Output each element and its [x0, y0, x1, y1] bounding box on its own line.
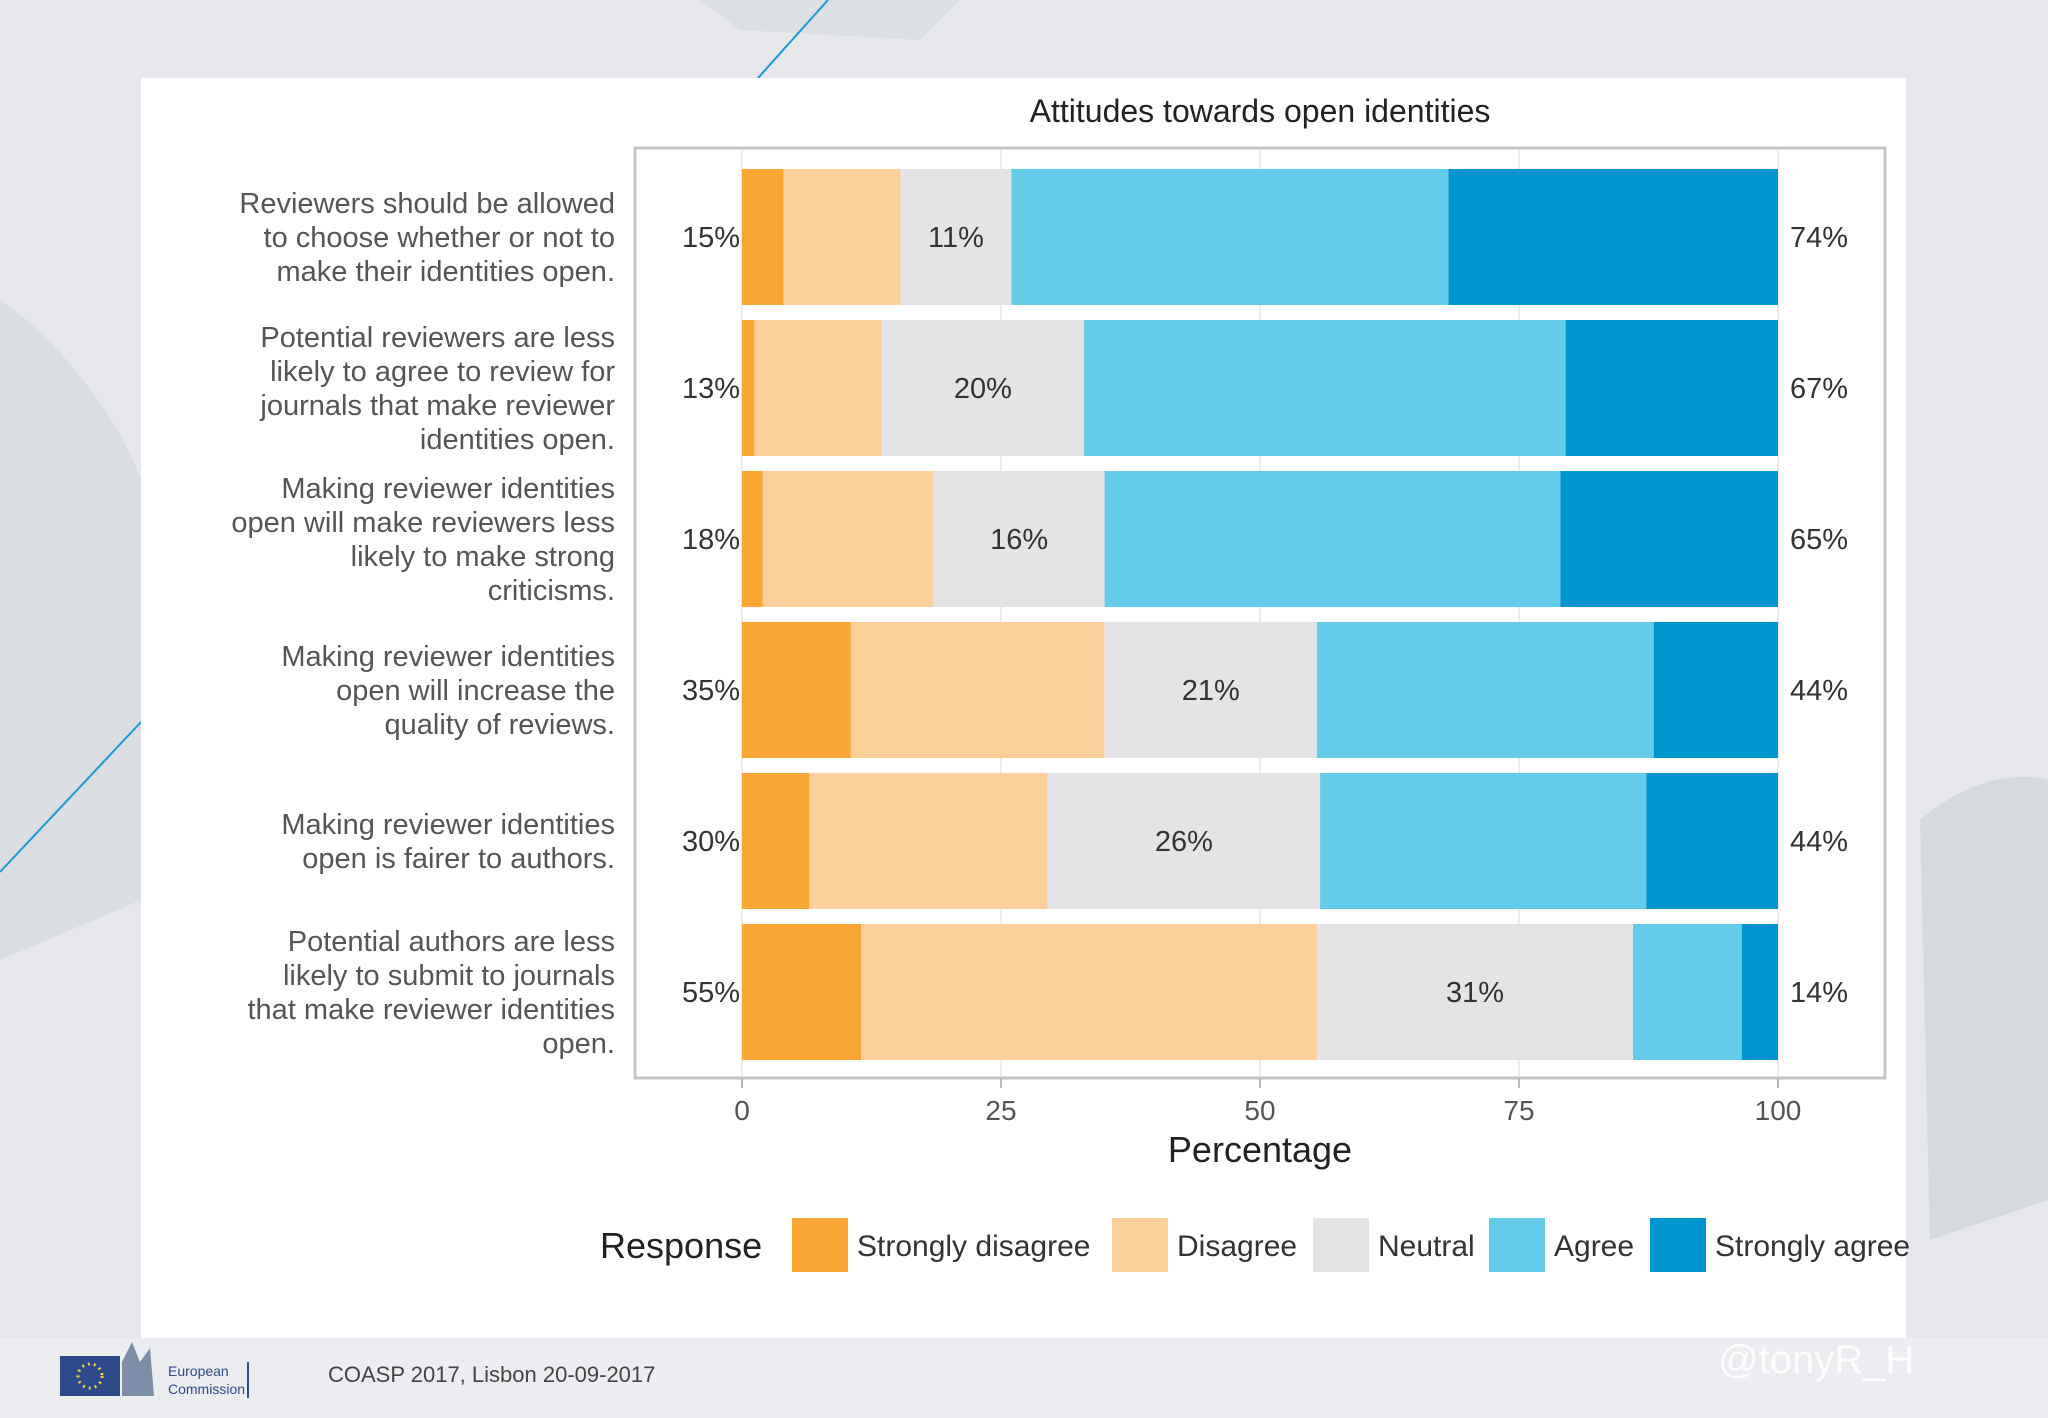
left-percent-label: 55% — [682, 977, 740, 1009]
left-percent-label: 15% — [682, 222, 740, 254]
footer-event-text: COASP 2017, Lisbon 20-09-2017 — [328, 1362, 656, 1387]
x-tick-label: 75 — [1503, 1095, 1534, 1126]
bar-segment-disagree — [762, 471, 934, 607]
bar-segment-strongly-disagree — [742, 169, 784, 305]
bar-segment-disagree — [861, 924, 1317, 1060]
legend-label: Strongly agree — [1715, 1230, 1910, 1263]
neutral-percent-label: 31% — [1446, 977, 1504, 1009]
category-label: Making reviewer identities open is fairer… — [281, 809, 615, 875]
x-tick-label: 25 — [985, 1095, 1016, 1126]
bars — [742, 169, 1778, 1060]
bar-segment-agree — [1011, 169, 1449, 305]
twitter-handle: @tonyR_H — [1718, 1338, 1915, 1382]
bar-segment-disagree — [850, 622, 1105, 758]
bar-segment-strongly-disagree — [742, 320, 755, 456]
x-axis-label: Percentage — [1168, 1129, 1352, 1170]
category-label: Making reviewer identities open will incr… — [281, 641, 615, 741]
neutral-percent-label: 26% — [1155, 826, 1213, 858]
bar-segment-strongly-agree — [1741, 924, 1778, 1060]
left-percent-label: 13% — [682, 373, 740, 405]
bar-segment-neutral — [900, 169, 1012, 305]
logo-text-line-1: European — [168, 1363, 229, 1379]
bar-segment-neutral — [933, 471, 1105, 607]
bar-segment-agree — [1632, 924, 1742, 1060]
bar-segment-agree — [1316, 622, 1654, 758]
legend-label: Agree — [1554, 1230, 1634, 1263]
bar-segment-strongly-disagree — [742, 924, 862, 1060]
x-tick-label: 0 — [734, 1095, 750, 1126]
legend-title: Response — [600, 1225, 762, 1266]
bar-segment-strongly-agree — [1560, 471, 1778, 607]
category-labels: Reviewers should be allowed to choose whe… — [231, 188, 615, 1060]
bar-segment-disagree — [754, 320, 882, 456]
bar-segment-disagree — [809, 773, 1048, 909]
category-label: Reviewers should be allowed to choose whe… — [239, 188, 615, 288]
bar-segment-strongly-disagree — [742, 622, 851, 758]
legend-label: Neutral — [1378, 1230, 1475, 1263]
neutral-percent-label: 16% — [990, 524, 1048, 556]
bar-segment-neutral — [1104, 622, 1317, 758]
logo-text-line-2: Commission — [168, 1381, 245, 1397]
bar-segment-agree — [1104, 471, 1561, 607]
right-percent-label: 74% — [1790, 222, 1848, 254]
bar-segment-strongly-agree — [1448, 169, 1778, 305]
legend-swatch — [1112, 1218, 1168, 1272]
bar-segment-neutral — [881, 320, 1084, 456]
bar-segment-strongly-agree — [1653, 622, 1778, 758]
x-tick-label: 50 — [1244, 1095, 1275, 1126]
bar-segment-strongly-disagree — [742, 773, 810, 909]
bar-segment-neutral — [1316, 924, 1633, 1060]
right-percent-label: 67% — [1790, 373, 1848, 405]
left-percent-label: 18% — [682, 524, 740, 556]
legend-swatch — [792, 1218, 848, 1272]
legend-label: Disagree — [1177, 1230, 1297, 1263]
footer-bar — [0, 1338, 2048, 1418]
legend-label: Strongly disagree — [857, 1230, 1090, 1263]
legend-swatch — [1489, 1218, 1545, 1272]
neutral-percent-label: 11% — [928, 222, 984, 254]
x-axis-ticks: 0 25 50 75 100 — [734, 1078, 1801, 1126]
bar-segment-agree — [1320, 773, 1647, 909]
legend-swatch — [1313, 1218, 1369, 1272]
legend: Response Strongly disagree Disagree Neutral… — [600, 1218, 1910, 1272]
neutral-percent-label: 21% — [1182, 675, 1240, 707]
right-percent-label: 44% — [1790, 675, 1848, 707]
chart-title: Attitudes towards open identities — [1030, 93, 1491, 129]
x-tick-label: 100 — [1755, 1095, 1802, 1126]
left-percent-label: 30% — [682, 826, 740, 858]
neutral-percent-label: 20% — [954, 373, 1012, 405]
european-commission-logo: European Commission — [60, 1342, 249, 1398]
category-label: Potential authors are less likely to subm… — [248, 926, 616, 1060]
right-percent-label: 44% — [1790, 826, 1848, 858]
legend-swatch — [1650, 1218, 1706, 1272]
category-label: Potential reviewers are less likely to ag… — [259, 322, 615, 456]
bar-segment-strongly-agree — [1565, 320, 1778, 456]
left-percent-label: 35% — [682, 675, 740, 707]
category-label: Making reviewer identities open will make… — [231, 473, 615, 607]
percent-labels: 15% 11% 74% 13% 20% 67% 18% 16% 65% 35% 21% 44% 30% 2… — [682, 222, 1848, 1009]
bar-segment-strongly-disagree — [742, 471, 763, 607]
right-percent-label: 14% — [1790, 977, 1848, 1009]
bar-segment-neutral — [1047, 773, 1321, 909]
bar-segment-agree — [1083, 320, 1566, 456]
bar-segment-strongly-agree — [1646, 773, 1778, 909]
bar-segment-disagree — [783, 169, 901, 305]
right-percent-label: 65% — [1790, 524, 1848, 556]
